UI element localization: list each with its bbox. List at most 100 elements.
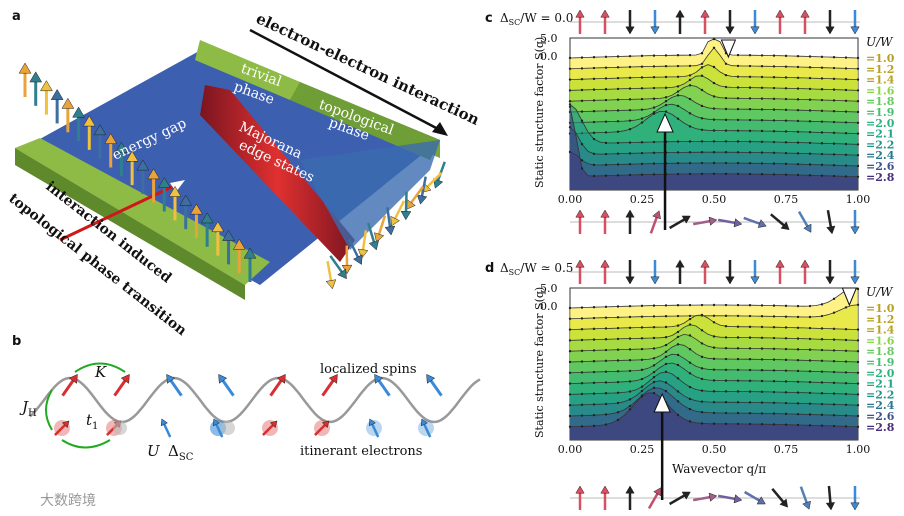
panel-title: ΔSC/W = 0.0 (500, 11, 573, 27)
curve-dot (580, 414, 584, 417)
curve-dot (712, 303, 716, 307)
curve-dot (592, 174, 596, 178)
curve-dot (796, 348, 800, 351)
curve-dot (760, 108, 764, 111)
curve-dot (820, 174, 824, 177)
arrow-head (850, 226, 860, 235)
curve-dot (832, 311, 836, 314)
curve-dot (748, 379, 752, 383)
curve-dot (832, 403, 836, 406)
curve-dot (796, 119, 800, 123)
curve-dot (676, 151, 680, 154)
curve-dot (808, 315, 812, 319)
pointer-head (653, 392, 671, 413)
curve-dot (844, 121, 848, 124)
curve-dot (760, 358, 764, 361)
spin-arrow (269, 378, 284, 397)
curve-dot (724, 325, 728, 328)
y-tick-label: 0.0 (540, 50, 558, 63)
curve-dot (628, 119, 632, 122)
curve-dot (772, 140, 776, 144)
curve-dot (688, 78, 692, 82)
curve-dot (748, 172, 752, 176)
curve-dot (628, 65, 632, 69)
curve-dot (748, 97, 752, 100)
curve-dot (676, 324, 680, 327)
watermark: 大数跨境 (40, 493, 96, 509)
curve-dot (844, 328, 848, 331)
curve-dot (844, 153, 848, 157)
legend-entry: =1.6 (866, 84, 895, 97)
x-tick-label: 1.00 (846, 443, 871, 456)
curve-dot (640, 358, 644, 362)
spin-arrow (262, 423, 275, 436)
curve-dot (796, 54, 800, 58)
curve-dot (772, 369, 776, 372)
arrow-head (733, 494, 743, 504)
curve-dot (652, 391, 656, 395)
spin-arrow (668, 493, 687, 506)
curve-dot (664, 355, 668, 358)
curve-dot (784, 54, 788, 58)
spin-arrow (321, 378, 336, 397)
curve-dot (616, 348, 620, 351)
spin-arrow (386, 207, 392, 229)
curve-dot (760, 390, 764, 394)
pointer-head (841, 287, 858, 307)
curve-dot (712, 346, 716, 349)
curve-dot (820, 55, 824, 59)
curve-dot (580, 78, 584, 81)
curve-dot (676, 390, 680, 393)
spin-arrow (692, 219, 712, 226)
spin-arrow (717, 218, 737, 225)
curve-dot (604, 98, 608, 102)
spin-arrow (647, 491, 660, 510)
curve-dot (652, 364, 656, 367)
curve-dot (796, 65, 800, 69)
curve-dot (676, 140, 680, 143)
curve-dot (796, 369, 800, 373)
arrow-head (40, 80, 53, 92)
arrow-head (368, 418, 376, 427)
curve-dot (808, 424, 812, 427)
curve-dot (796, 337, 800, 340)
curve-dot (772, 173, 776, 176)
curve-dot (760, 97, 764, 100)
curve-dot (700, 172, 704, 176)
curve-dot (580, 142, 584, 146)
arrow-head (269, 420, 278, 429)
legend-entry: =2.0 (866, 367, 895, 380)
title-part: /W = 0.0 (520, 11, 573, 25)
curve-dot (616, 359, 620, 362)
curve-dot (664, 315, 668, 318)
curve-dot (808, 109, 812, 112)
curve-dot (784, 412, 788, 416)
curve-dot (664, 96, 668, 99)
curve-dot (652, 112, 656, 115)
curve-dot (832, 110, 836, 113)
curve-dot (820, 77, 824, 80)
curve-dot (820, 338, 824, 341)
spin-arrow (428, 378, 443, 397)
spin-arrow (827, 485, 832, 505)
curve-dot (724, 73, 728, 77)
curve-dot (832, 360, 836, 363)
curve-dot (784, 65, 788, 68)
curve-dot (796, 152, 800, 155)
arrow-head (321, 420, 330, 429)
curve-dot (688, 372, 692, 375)
curve-dot (640, 347, 644, 351)
curve-dot (712, 390, 716, 393)
curve-dot (712, 151, 716, 154)
curve-dot (700, 161, 704, 165)
curve-dot (832, 66, 836, 70)
curve-dot (688, 334, 692, 337)
curve-dot (604, 163, 608, 167)
arrow-head (600, 259, 610, 268)
curve-dot (844, 382, 848, 385)
curve-dot (688, 397, 692, 401)
arrow-head (190, 203, 203, 215)
curve-dot (724, 346, 728, 350)
curve-dot (604, 55, 608, 59)
